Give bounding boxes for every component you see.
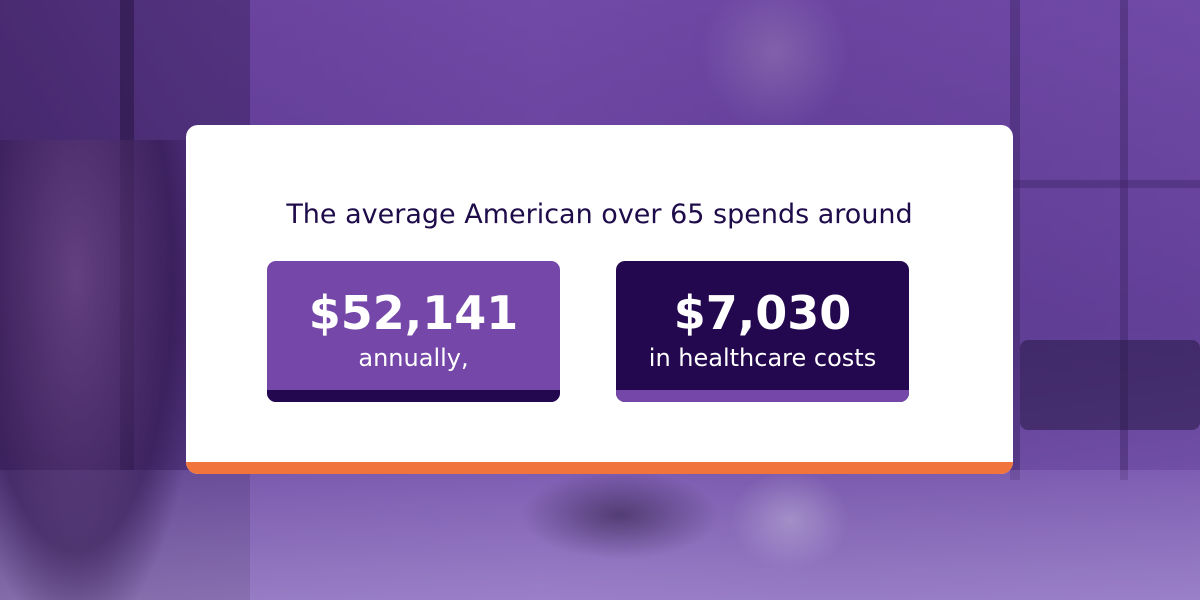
sofa <box>1020 340 1200 430</box>
window-bar <box>1010 180 1200 188</box>
card-accent-bar <box>186 462 1013 474</box>
stat-box-healthcare-costs: $7,030 in healthcare costs <box>616 261 909 402</box>
info-card: The average American over 65 spends arou… <box>186 125 1013 474</box>
stat-value: $7,030 <box>673 286 852 340</box>
legs <box>520 470 720 560</box>
standing-man <box>700 0 850 130</box>
stat-value: $52,141 <box>308 286 519 340</box>
window-bar <box>1010 0 1020 480</box>
stat-label: in healthcare costs <box>648 344 877 372</box>
stat-bar <box>267 390 560 402</box>
stat-bar <box>616 390 909 402</box>
legs <box>730 470 850 570</box>
stat-box-annual-spend: $52,141 annually, <box>267 261 560 402</box>
stat-label: annually, <box>358 344 469 372</box>
window-bar <box>1120 0 1128 480</box>
seated-people <box>0 140 190 600</box>
headline: The average American over 65 spends arou… <box>286 199 913 230</box>
